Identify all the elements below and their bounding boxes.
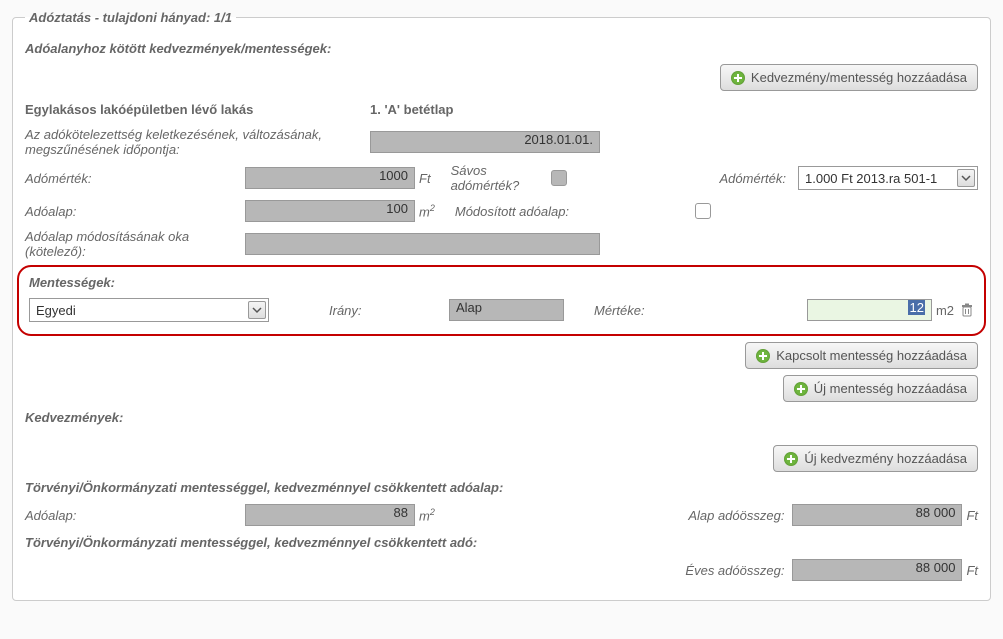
chevron-down-icon <box>957 169 975 187</box>
eves-label: Éves adóösszeg: <box>685 563 784 578</box>
measure-unit: m2 <box>936 303 954 318</box>
add-kedv-button[interactable]: Új kedvezmény hozzáadása <box>773 445 978 472</box>
plus-icon <box>731 71 745 85</box>
summary-base-value: 88 <box>245 504 415 526</box>
add-discount-label: Kedvezmény/mentesség hozzáadása <box>751 70 967 85</box>
kedv-title: Kedvezmények: <box>25 410 978 425</box>
alap-label: Alap adóösszeg: <box>688 508 784 523</box>
exemptions-highlight: Mentességek: Egyedi Irány: Alap Mértéke:… <box>17 265 986 336</box>
exemption-type-value: Egyedi <box>36 303 76 318</box>
add-linked-exemption-button[interactable]: Kapcsolt mentesség hozzáadása <box>745 342 978 369</box>
rate-unit: Ft <box>419 171 431 186</box>
rate2-label: Adómérték: <box>696 171 786 186</box>
property-heading-right: 1. 'A' betétlap <box>370 102 453 117</box>
add-linked-exemption-label: Kapcsolt mentesség hozzáadása <box>776 348 967 363</box>
obligation-label: Az adókötelezettség keletkezésének, vált… <box>25 127 370 157</box>
fieldset-legend: Adóztatás - tulajdoni hányad: 1/1 <box>25 10 236 25</box>
measure-label: Mértéke: <box>594 303 694 318</box>
mod-reason-label: Adóalap módosításának oka (kötelező): <box>25 229 245 259</box>
eves-value: 88 000 <box>792 559 962 581</box>
tiered-label: Sávos adómérték? <box>451 163 551 193</box>
add-new-exemption-label: Új mentesség hozzáadása <box>814 381 967 396</box>
mod-base-label: Módosított adóalap: <box>455 204 595 219</box>
add-discount-button[interactable]: Kedvezmény/mentesség hozzáadása <box>720 64 978 91</box>
alap-unit: Ft <box>966 508 978 523</box>
summary-base-unit: m2 <box>419 507 435 523</box>
property-heading-left: Egylakásos lakóépületben lévő lakás <box>25 102 370 117</box>
measure-input[interactable]: 12 <box>807 299 932 321</box>
rate-label: Adómérték: <box>25 171 245 186</box>
tiered-checkbox[interactable] <box>551 170 567 186</box>
base-value: 100 <box>245 200 415 222</box>
summary-base-title: Törvényi/Önkormányzati mentességgel, ked… <box>25 480 978 495</box>
chevron-down-icon <box>248 301 266 319</box>
plus-icon <box>756 349 770 363</box>
exemption-type-select[interactable]: Egyedi <box>29 298 269 322</box>
summary-base-label: Adóalap: <box>25 508 245 523</box>
base-unit: m2 <box>419 203 435 219</box>
measure-value: 12 <box>908 300 924 315</box>
direction-value: Alap <box>449 299 564 321</box>
add-kedv-label: Új kedvezmény hozzáadása <box>804 451 967 466</box>
plus-icon <box>784 452 798 466</box>
obligation-date: 2018.01.01. <box>370 131 600 153</box>
summary-tax-title: Törvényi/Önkormányzati mentességgel, ked… <box>25 535 978 550</box>
plus-icon <box>794 382 808 396</box>
base-label: Adóalap: <box>25 204 245 219</box>
eves-unit: Ft <box>966 563 978 578</box>
rate-value: 1000 <box>245 167 415 189</box>
rate-select[interactable]: 1.000 Ft 2013.ra 501-1 <box>798 166 978 190</box>
alap-value: 88 000 <box>792 504 962 526</box>
trash-icon[interactable] <box>960 303 974 317</box>
add-new-exemption-button[interactable]: Új mentesség hozzáadása <box>783 375 978 402</box>
mod-reason-input[interactable] <box>245 233 600 255</box>
exemptions-title: Mentességek: <box>29 275 974 290</box>
discounts-title: Adóalanyhoz kötött kedvezmények/mentessé… <box>25 41 978 56</box>
mod-base-checkbox[interactable] <box>695 203 711 219</box>
taxation-fieldset: Adóztatás - tulajdoni hányad: 1/1 Adóala… <box>12 10 991 601</box>
direction-label: Irány: <box>329 303 449 318</box>
rate-select-value: 1.000 Ft 2013.ra 501-1 <box>805 171 937 186</box>
